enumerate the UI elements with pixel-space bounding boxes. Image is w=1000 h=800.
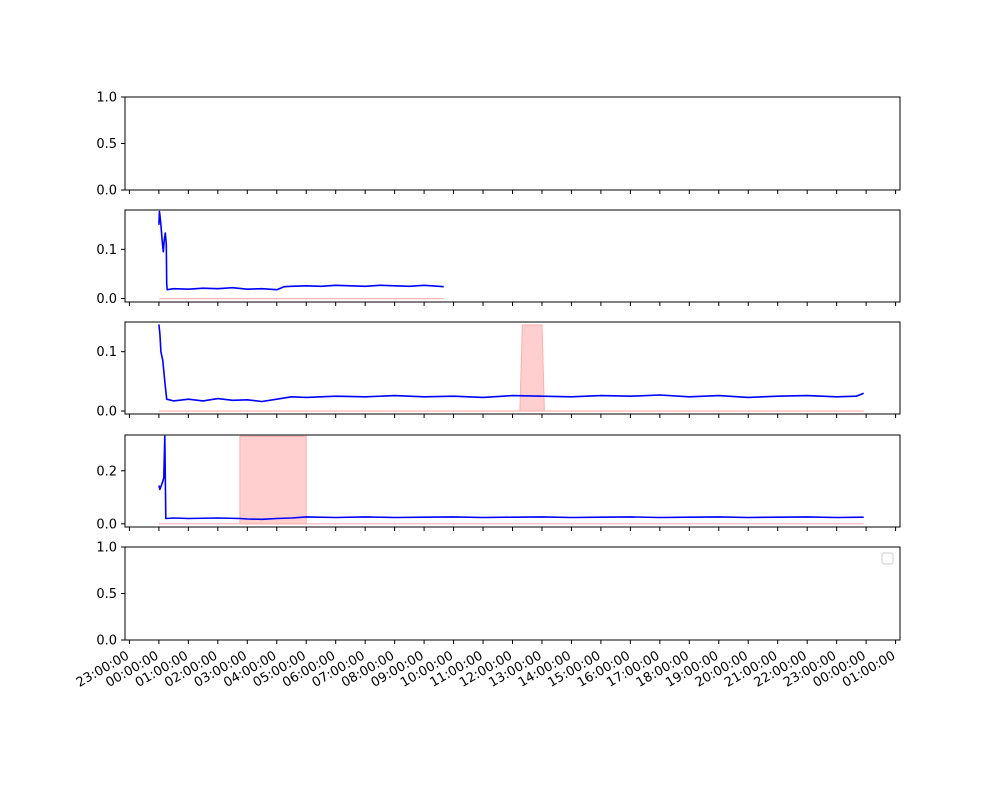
shaded-region-1 bbox=[239, 435, 307, 525]
subplot-1: 0.0 0.5 1.0 bbox=[96, 91, 901, 199]
legend-box bbox=[881, 552, 894, 565]
y-tick-label: 0.1 bbox=[96, 345, 117, 360]
subplot-3: 0.0 0.1 bbox=[96, 321, 901, 420]
subplots: 0.00.51.00.00.10.00.10.00.20.00.51.023:0… bbox=[74, 91, 901, 691]
y-tick-label: 0.5 bbox=[96, 587, 117, 602]
shaded-region-1 bbox=[519, 324, 545, 412]
y-tick-label: 0.1 bbox=[96, 243, 117, 258]
y-tick-label: 0.0 bbox=[96, 292, 117, 307]
y-tick-label: 0.2 bbox=[96, 464, 117, 479]
data-line-1 bbox=[158, 210, 444, 291]
y-tick-label: 0.0 bbox=[96, 184, 117, 199]
subplot-4: 0.0 0.2 bbox=[96, 434, 901, 532]
y-tick-label: 0.0 bbox=[96, 634, 117, 649]
subplot-2: 0.0 0.1 bbox=[96, 209, 901, 307]
subplot-5: 0.00.51.023:00:0000:00:0001:00:0002:00:0… bbox=[74, 541, 901, 691]
y-tick-label: 0.5 bbox=[96, 137, 117, 152]
data-line-1 bbox=[158, 324, 865, 403]
y-tick-label: 0.0 bbox=[96, 405, 117, 420]
y-tick-label: 1.0 bbox=[96, 541, 117, 556]
y-tick-label: 0.0 bbox=[96, 517, 117, 532]
y-tick-label: 1.0 bbox=[96, 91, 117, 106]
data-line-1 bbox=[158, 435, 864, 521]
